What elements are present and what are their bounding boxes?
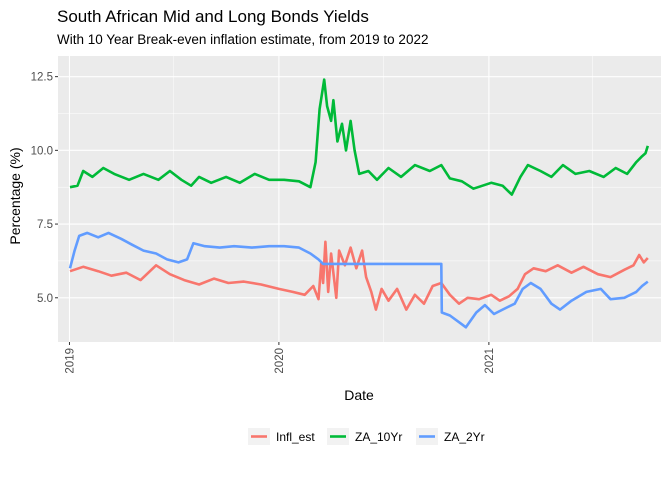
chart-title: South African Mid and Long Bonds Yields [57, 7, 369, 26]
legend-item-infl-est: Infl_est [248, 428, 315, 445]
series-line-infl-est [69, 240, 649, 311]
legend: Infl_est ZA_10Yr ZA_2Yr [248, 428, 485, 445]
legend-item-za-10yr: ZA_10Yr [327, 428, 402, 445]
legend-label: Infl_est [276, 430, 315, 444]
series-line-za-2yr [68, 231, 649, 329]
grid-lines [58, 56, 661, 342]
x-axis: 2019 2020 2021 [64, 342, 496, 374]
x-tick-label: 2019 [64, 348, 76, 374]
y-tick-label: 10.0 [31, 145, 53, 157]
legend-item-za-2yr: ZA_2Yr [416, 428, 485, 445]
x-tick-label: 2021 [484, 348, 496, 374]
x-tick-label: 2020 [274, 348, 286, 374]
y-axis-label: Percentage (%) [7, 147, 23, 244]
series-line-za-10yr [69, 78, 650, 196]
legend-label: ZA_2Yr [444, 430, 485, 444]
plot-panel [58, 56, 661, 342]
y-tick-label: 12.5 [31, 72, 53, 84]
y-tick-label: 7.5 [37, 219, 53, 231]
y-axis: 5.0 7.5 10.0 12.5 [31, 72, 58, 305]
legend-label: ZA_10Yr [355, 430, 402, 444]
series-lines [68, 78, 650, 329]
chart-subtitle: With 10 Year Break-even inflation estima… [57, 32, 429, 47]
y-tick-label: 5.0 [37, 293, 53, 305]
x-axis-label: Date [344, 387, 374, 403]
